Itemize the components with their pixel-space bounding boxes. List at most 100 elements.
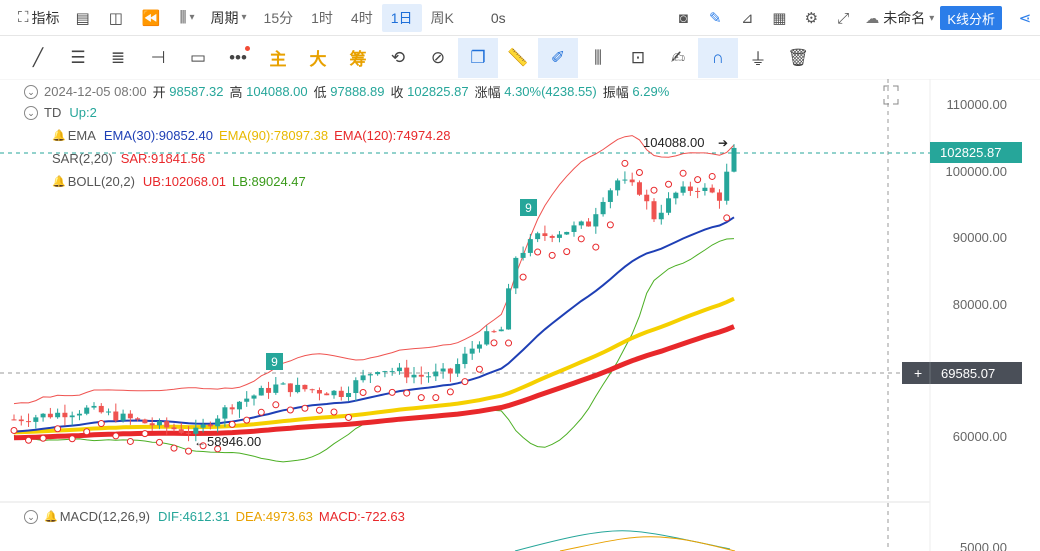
draw-button[interactable]: ⊿ — [731, 0, 763, 36]
sar-dot — [54, 425, 62, 433]
cloud-layout-dropdown[interactable]: ☁ 未命名 ▾ — [859, 0, 940, 36]
candle-body — [498, 329, 504, 332]
sar-dot — [665, 180, 673, 188]
camera-button[interactable]: ◙ — [667, 0, 699, 36]
bell-icon[interactable]: 🔔 — [52, 176, 66, 188]
sar-dot — [563, 248, 571, 256]
candle-body — [586, 221, 592, 227]
candlestick-icon: ⫼ — [179, 9, 187, 26]
candlestick-chart[interactable]: 9 9 104088.00 ➔ ← 58946.00 110000.00 100… — [0, 79, 1040, 551]
indicator-label: 指标 — [31, 9, 60, 26]
calculator-button[interactable]: ▦ — [763, 0, 795, 36]
candle-body — [258, 387, 264, 396]
sar-dot — [345, 413, 353, 421]
sar-dot — [708, 172, 716, 180]
high-arrow-icon: ➔ — [718, 136, 728, 150]
copy-tool[interactable]: ❐ — [458, 37, 498, 78]
candle-body — [287, 383, 293, 393]
settings-button[interactable]: ⚙ — [795, 0, 827, 36]
sar-dot — [548, 251, 556, 259]
calendar-button[interactable]: ▤ — [68, 0, 101, 36]
ruler-tool[interactable]: 📏 — [498, 38, 538, 78]
candle-body — [578, 221, 584, 226]
candle-body — [360, 375, 366, 381]
replay-button[interactable]: ⏪ — [134, 0, 172, 36]
period-1d[interactable]: 1日 — [381, 3, 422, 32]
period-label: 周期 — [210, 9, 239, 26]
parallel-lines-icon: ☰ — [70, 47, 86, 67]
bell-icon[interactable]: 🔔 — [44, 511, 58, 523]
candle-body — [513, 257, 519, 289]
channel-tool[interactable]: ≣ — [98, 38, 138, 78]
trash-icon: 🗑 — [787, 47, 809, 67]
period-1h[interactable]: 1时 — [311, 9, 333, 26]
close-value: 102825.87 — [407, 84, 469, 99]
delete-tool[interactable]: 🗑 — [778, 38, 818, 78]
sync-tool[interactable]: ⟲ — [378, 38, 418, 78]
price-axis[interactable]: 110000.00 100000.00 90000.00 80000.00 60… — [902, 97, 1022, 551]
ema120-value: EMA(120):74974.28 — [334, 128, 451, 143]
trend-line-tool[interactable]: ╱ — [18, 38, 58, 78]
hide-drawings-tool[interactable]: ⊘ — [418, 38, 458, 78]
filter-tool[interactable]: ⏚ — [738, 38, 778, 78]
lock-tool[interactable]: ⊡ — [618, 38, 658, 78]
sar-dot — [272, 401, 280, 409]
candle-type-button[interactable]: ⫼ ▾ — [172, 0, 203, 36]
candle-body — [186, 432, 192, 434]
period-1w[interactable]: 周K — [430, 9, 454, 26]
indicator-button[interactable]: ⛶ 指标 — [10, 0, 68, 36]
candle-body — [309, 389, 315, 391]
period-dropdown[interactable]: 周期 ▾ — [203, 0, 255, 36]
horizontal-lines-tool[interactable]: ☰ — [58, 38, 98, 78]
note-tool[interactable]: ✍ — [658, 38, 698, 78]
candle-body — [84, 407, 90, 414]
main-force-tool[interactable]: 主 — [269, 50, 287, 69]
candle-body — [440, 368, 446, 372]
horizontal-ray-tool[interactable]: ⊣ — [138, 38, 178, 78]
rectangle-tool[interactable]: ▭ — [178, 38, 218, 78]
sar-dot — [170, 444, 178, 452]
collapse-chevron-icon[interactable]: ⌄ — [24, 509, 38, 524]
bell-icon[interactable]: 🔔 — [52, 130, 66, 142]
candle-body — [542, 233, 548, 237]
candle-body — [40, 413, 46, 418]
brush-tool[interactable]: ✐ — [538, 37, 578, 78]
candle-body — [324, 393, 330, 396]
collapse-chevron-icon[interactable]: ⌄ — [24, 84, 38, 99]
period-4h[interactable]: 4时 — [350, 9, 373, 26]
candle-body — [156, 421, 162, 426]
chart-area[interactable]: 9 9 104088.00 ➔ ← 58946.00 110000.00 100… — [0, 79, 1040, 551]
candle-tool[interactable]: ⫼ — [578, 38, 618, 78]
ema30-line — [13, 216, 735, 433]
kline-analysis-button[interactable]: K线分析 — [940, 6, 1002, 30]
period-15m[interactable]: 15分 — [263, 9, 294, 26]
big-order-tool[interactable]: 大 — [309, 50, 327, 69]
candle-body — [171, 427, 177, 430]
ema30-value: EMA(30):90852.40 — [103, 128, 213, 143]
sar-dot — [505, 339, 513, 347]
sar-dot — [650, 186, 658, 194]
candle-body — [702, 187, 708, 191]
candle-body — [193, 427, 199, 434]
collapse-chevron-icon[interactable]: ⌄ — [24, 105, 38, 120]
candle-body — [469, 348, 475, 354]
share-button[interactable]: ⋖ — [1010, 0, 1040, 36]
ema90-value: EMA(90):78097.38 — [219, 128, 329, 143]
candle-body — [680, 186, 686, 193]
candle-body — [593, 214, 599, 227]
collapse-icon[interactable] — [883, 85, 899, 105]
ema90-line — [13, 296, 735, 435]
filter-icon: ⏚ — [749, 50, 767, 69]
price-tick: 60000.00 — [953, 429, 1007, 444]
layout-button[interactable]: ◫ — [101, 0, 134, 36]
chip-tool[interactable]: 筹 — [349, 50, 367, 69]
candle-body — [11, 419, 17, 421]
price-tick: 80000.00 — [953, 297, 1007, 312]
plus-icon: + — [914, 365, 922, 381]
more-tools[interactable]: ••• — [218, 38, 258, 78]
fullscreen-button[interactable]: ⤢ — [827, 0, 859, 36]
magnet-tool[interactable]: ∩ — [698, 37, 738, 78]
edit-button[interactable]: ✎ — [699, 0, 731, 36]
current-price-badge — [930, 142, 1022, 163]
candle-body — [113, 411, 119, 421]
